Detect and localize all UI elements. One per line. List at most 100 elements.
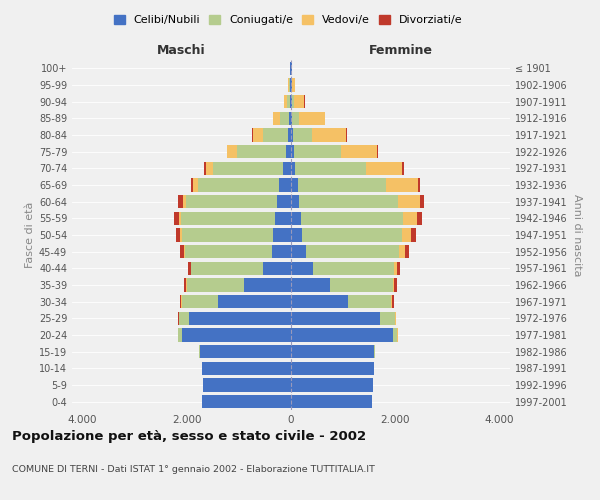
- Text: Femmine: Femmine: [368, 44, 433, 57]
- Text: COMUNE DI TERNI - Dati ISTAT 1° gennaio 2002 - Elaborazione TUTTITALIA.IT: COMUNE DI TERNI - Dati ISTAT 1° gennaio …: [12, 465, 375, 474]
- Bar: [182, 328, 291, 342]
- Bar: [218, 295, 291, 308]
- Bar: [302, 228, 401, 241]
- Bar: [182, 295, 218, 308]
- Bar: [181, 245, 184, 258]
- Bar: [185, 195, 277, 208]
- Bar: [404, 245, 409, 258]
- Y-axis label: Fasce di età: Fasce di età: [25, 202, 35, 268]
- Bar: [400, 245, 404, 258]
- Bar: [421, 195, 424, 208]
- Bar: [181, 228, 182, 241]
- Bar: [292, 112, 299, 125]
- Text: Maschi: Maschi: [157, 44, 206, 57]
- Bar: [291, 328, 392, 342]
- Bar: [291, 112, 292, 125]
- Bar: [395, 312, 397, 325]
- Bar: [277, 195, 291, 208]
- Bar: [418, 178, 421, 192]
- Bar: [287, 95, 290, 108]
- Bar: [179, 312, 190, 325]
- Bar: [237, 145, 286, 158]
- Bar: [286, 145, 291, 158]
- Bar: [291, 128, 293, 141]
- Bar: [273, 112, 280, 125]
- Bar: [313, 262, 394, 275]
- Bar: [294, 95, 304, 108]
- Bar: [272, 245, 291, 258]
- Bar: [275, 212, 291, 225]
- Bar: [184, 278, 187, 291]
- Bar: [380, 312, 395, 325]
- Bar: [283, 162, 291, 175]
- Bar: [293, 128, 313, 141]
- Bar: [398, 195, 421, 208]
- Bar: [394, 278, 397, 291]
- Bar: [392, 328, 397, 342]
- Bar: [190, 312, 291, 325]
- Bar: [386, 178, 418, 192]
- Bar: [191, 178, 193, 192]
- Bar: [205, 162, 206, 175]
- Bar: [293, 145, 341, 158]
- Bar: [291, 228, 302, 241]
- Bar: [349, 295, 391, 308]
- Bar: [289, 128, 291, 141]
- Bar: [391, 295, 392, 308]
- Bar: [291, 178, 298, 192]
- Bar: [417, 212, 422, 225]
- Bar: [284, 95, 287, 108]
- Legend: Celibi/Nubili, Coniugati/e, Vedovi/e, Divorziati/e: Celibi/Nubili, Coniugati/e, Vedovi/e, Di…: [109, 10, 467, 30]
- Bar: [203, 378, 291, 392]
- Bar: [244, 278, 291, 291]
- Bar: [202, 395, 291, 408]
- Bar: [184, 245, 185, 258]
- Bar: [290, 78, 291, 92]
- Bar: [198, 178, 279, 192]
- Bar: [305, 245, 400, 258]
- Bar: [291, 145, 293, 158]
- Bar: [292, 95, 294, 108]
- Bar: [291, 362, 374, 375]
- Bar: [295, 162, 365, 175]
- Bar: [291, 95, 292, 108]
- Bar: [182, 228, 273, 241]
- Bar: [178, 195, 182, 208]
- Bar: [301, 212, 403, 225]
- Bar: [279, 178, 291, 192]
- Bar: [191, 262, 263, 275]
- Bar: [273, 228, 291, 241]
- Bar: [291, 262, 313, 275]
- Bar: [179, 295, 181, 308]
- Bar: [346, 128, 347, 141]
- Bar: [179, 212, 181, 225]
- Bar: [402, 162, 404, 175]
- Bar: [289, 112, 291, 125]
- Bar: [291, 195, 299, 208]
- Bar: [193, 178, 198, 192]
- Bar: [403, 212, 417, 225]
- Bar: [397, 262, 400, 275]
- Bar: [263, 262, 291, 275]
- Bar: [187, 278, 244, 291]
- Bar: [182, 195, 185, 208]
- Bar: [392, 295, 394, 308]
- Y-axis label: Anni di nascita: Anni di nascita: [572, 194, 581, 276]
- Bar: [202, 362, 291, 375]
- Bar: [291, 278, 330, 291]
- Bar: [330, 278, 392, 291]
- Text: Popolazione per età, sesso e stato civile - 2002: Popolazione per età, sesso e stato civil…: [12, 430, 366, 443]
- Bar: [178, 328, 182, 342]
- Bar: [341, 145, 377, 158]
- Bar: [213, 162, 283, 175]
- Bar: [291, 245, 305, 258]
- Bar: [288, 78, 289, 92]
- Bar: [291, 295, 349, 308]
- Bar: [401, 228, 411, 241]
- Bar: [313, 128, 346, 141]
- Bar: [206, 162, 213, 175]
- Bar: [299, 112, 325, 125]
- Bar: [392, 278, 394, 291]
- Bar: [289, 78, 290, 92]
- Bar: [185, 245, 272, 258]
